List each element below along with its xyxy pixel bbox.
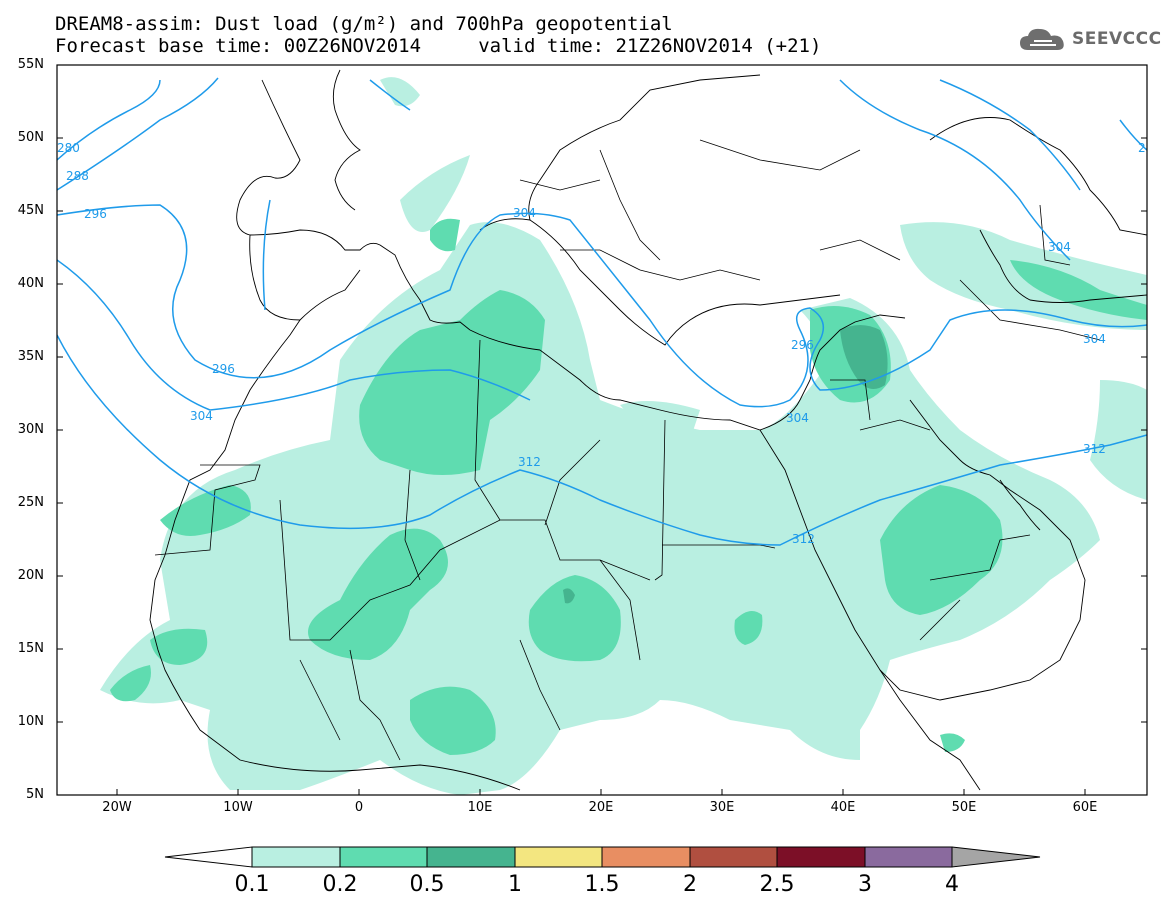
contour-label: 280: [57, 141, 80, 155]
lat-label: 10N: [17, 714, 44, 729]
lat-label: 40N: [17, 276, 44, 291]
colorbar-label: 3: [858, 872, 872, 897]
lat-label: 15N: [17, 641, 44, 656]
lon-label: 50E: [951, 800, 977, 815]
geopotential-contours: [57, 77, 1147, 546]
lat-label: 5N: [26, 787, 44, 802]
contour-label: 296: [84, 207, 107, 221]
lon-label: 40E: [830, 800, 856, 815]
contour-labels: 280 288 296 296 304 304 312 312 312 304 …: [57, 141, 1146, 546]
colorbar-label: 0.1: [234, 872, 270, 897]
contour-label: 288: [66, 169, 89, 183]
seevccc-logo: SEEVCCC: [1018, 26, 1162, 52]
axis-ticks: [57, 64, 1147, 795]
country-borders: [154, 139, 1101, 761]
logo-text: SEEVCCC: [1072, 29, 1162, 49]
contour-label: 304: [190, 409, 213, 423]
lat-label: 35N: [17, 349, 44, 364]
colorbar-bin: [426, 846, 516, 868]
contour-label: 2: [1138, 141, 1146, 155]
colorbar-bin: [339, 846, 428, 868]
contour-label: 296: [791, 338, 814, 352]
colorbar-label: 4: [945, 872, 959, 897]
colorbar-bin: [776, 846, 866, 868]
colorbar: [164, 846, 1041, 868]
dust-light-layer: [100, 77, 1147, 795]
cloud-icon: [1020, 28, 1064, 50]
colorbar-low-arrow: [164, 846, 253, 868]
lon-label: 10E: [467, 800, 493, 815]
contour-label: 312: [518, 455, 541, 469]
lat-label: 25N: [17, 495, 44, 510]
lon-label: 60E: [1072, 800, 1098, 815]
contour-label: 304: [786, 411, 809, 425]
dust-medium-layer: [110, 218, 1147, 755]
lat-label: 45N: [17, 203, 44, 218]
contour-label: 312: [1083, 442, 1106, 456]
contour-label: 304: [1083, 332, 1106, 346]
contour-label: 304: [1048, 240, 1071, 254]
chart-title: DREAM8-assim: Dust load (g/m²) and 700hP…: [55, 13, 673, 35]
lon-label: 20E: [588, 800, 614, 815]
colorbar-label: 2.5: [759, 872, 795, 897]
colorbar-label: 0.5: [409, 872, 445, 897]
contour-label: 304: [513, 206, 536, 220]
lat-label: 20N: [17, 568, 44, 583]
colorbar-label: 1.5: [584, 872, 620, 897]
contour-label: 296: [212, 362, 235, 376]
dust-dark-layer: [563, 325, 888, 604]
colorbar-bin: [251, 846, 341, 868]
chart-subtitle: Forecast base time: 00Z26NOV2014 valid t…: [55, 35, 822, 57]
lon-label: 30E: [709, 800, 735, 815]
lat-label: 55N: [17, 57, 44, 72]
lon-label: 20W: [102, 800, 132, 815]
colorbar-high-arrow: [951, 846, 1041, 868]
contour-label: 312: [792, 532, 815, 546]
lon-label: 0: [354, 800, 364, 815]
colorbar-bin: [601, 846, 691, 868]
colorbar-label: 1: [508, 872, 522, 897]
lat-label: 30N: [17, 422, 44, 437]
colorbar-label: 2: [683, 872, 697, 897]
colorbar-bin: [514, 846, 603, 868]
colorbar-label: 0.2: [322, 872, 358, 897]
lon-label: 10W: [223, 800, 253, 815]
lat-label: 50N: [17, 130, 44, 145]
colorbar-bin: [864, 846, 953, 868]
colorbar-bin: [689, 846, 778, 868]
coastlines: [149, 69, 1147, 791]
